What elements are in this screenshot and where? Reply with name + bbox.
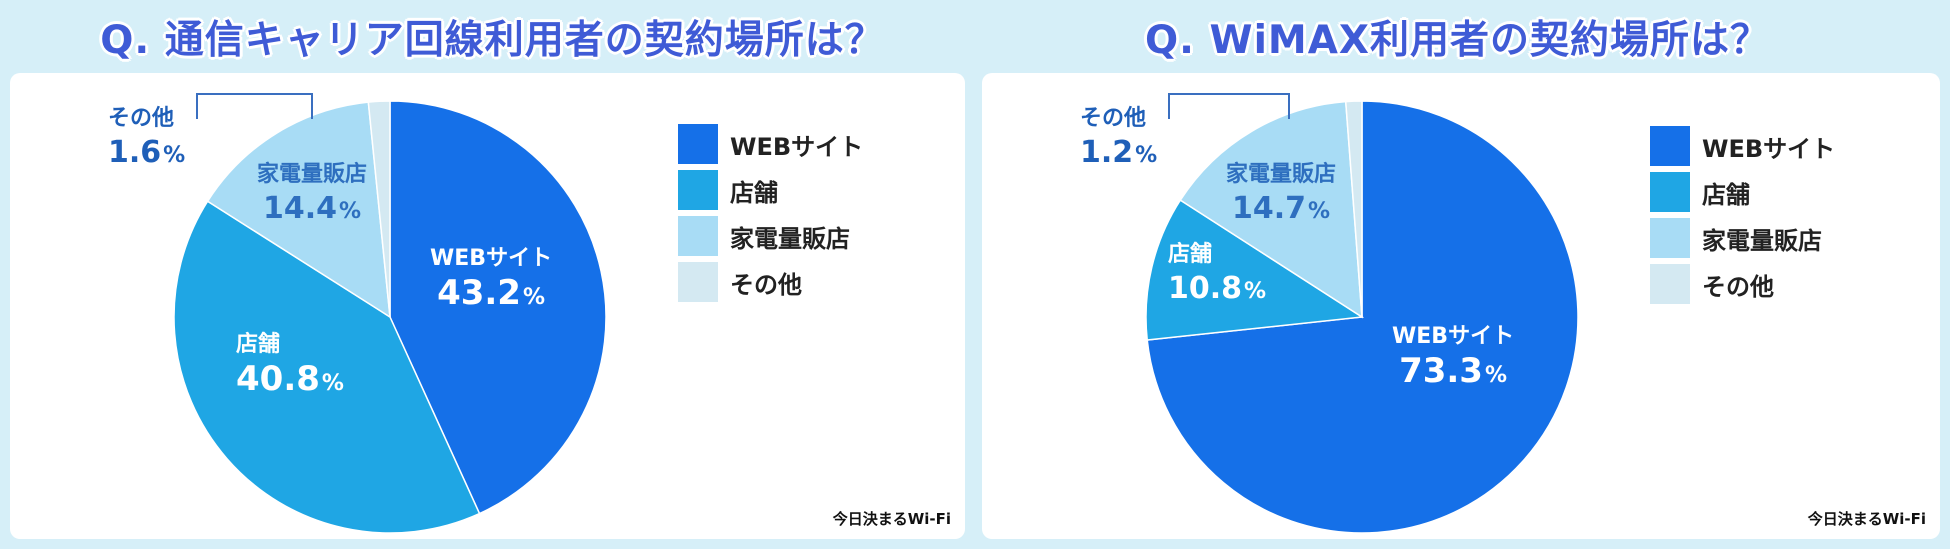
label-store-left: 店舗 40.8% (236, 332, 344, 399)
pie-slice-electronics (206, 101, 391, 319)
label-other-right: その他 1.2% (1080, 106, 1158, 170)
chart-title-left: Q. 通信キャリア回線利用者の契約場所は？ (100, 18, 885, 63)
legend-swatch (1650, 264, 1690, 304)
legend-swatch (1650, 218, 1690, 258)
label-electronics-left: 家電量販店 14.4% (257, 162, 368, 226)
credit-text-left: 今日決まるWi-Fi (832, 510, 951, 528)
pie-slice-electronics (1179, 100, 1363, 319)
legend-right: WEBサイト 店舗 家電量販店 その他 (1650, 123, 1835, 307)
chart-card-left: WEBサイト 43.2% 店舗 40.8% 家電量販店 14.4% その他 1.… (10, 73, 965, 539)
legend-item-other: その他 (678, 259, 863, 305)
pie-chart-right (1145, 100, 1579, 534)
legend-swatch (678, 216, 718, 256)
legend-swatch (678, 124, 718, 164)
pie-slice-other (1344, 100, 1363, 318)
legend-swatch (1650, 172, 1690, 212)
legend-swatch (678, 170, 718, 210)
pie-slice-store (173, 200, 481, 534)
label-store-right: 店舗 10.8% (1168, 242, 1267, 306)
legend-item-web: WEBサイト (678, 121, 863, 167)
label-web-right: WEBサイト 73.3% (1392, 324, 1515, 391)
legend-item-electronics: 家電量販店 (678, 213, 863, 259)
legend-item-web: WEBサイト (1650, 123, 1835, 169)
credit-text-right: 今日決まるWi-Fi (1807, 510, 1926, 528)
label-other-left: その他 1.6% (108, 106, 186, 170)
pie-chart-left (173, 100, 607, 534)
leader-line-right (1168, 93, 1290, 119)
legend-item-store: 店舗 (678, 167, 863, 213)
legend-swatch (678, 262, 718, 302)
label-electronics-right: 家電量販店 14.7% (1226, 162, 1337, 226)
leader-line-left (196, 93, 313, 119)
label-web-left: WEBサイト 43.2% (430, 246, 553, 313)
legend-swatch (1650, 126, 1690, 166)
legend-item-electronics: 家電量販店 (1650, 215, 1835, 261)
chart-card-right: WEBサイト 73.3% 店舗 10.8% 家電量販店 14.7% その他 1.… (982, 73, 1940, 539)
pie-slice-other (367, 100, 391, 318)
legend-left: WEBサイト 店舗 家電量販店 その他 (678, 121, 863, 305)
legend-item-store: 店舗 (1650, 169, 1835, 215)
legend-item-other: その他 (1650, 261, 1835, 307)
pie-slice-web (389, 100, 607, 515)
chart-title-right: Q. WiMAX利用者の契約場所は？ (1145, 18, 1770, 63)
pie-slice-store (1145, 199, 1365, 341)
